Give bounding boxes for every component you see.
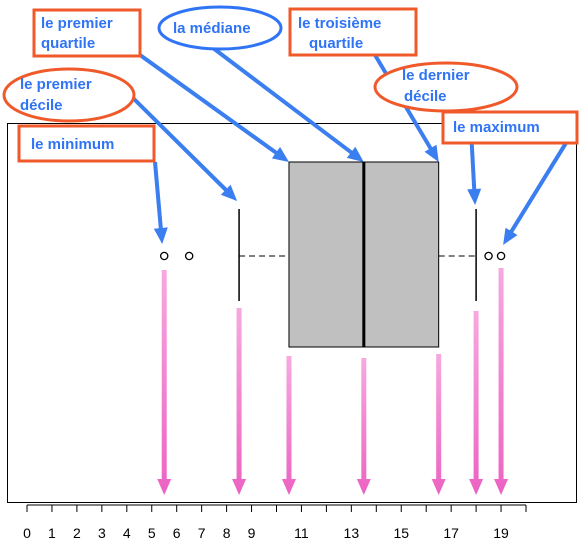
label-line-1: le troisième (298, 15, 381, 32)
blue-arrow (503, 141, 568, 245)
label-line-1: le premier (41, 15, 113, 32)
label-first-decile: le premier décile (2, 67, 136, 123)
label-box (288, 7, 418, 57)
pink-arrow (431, 354, 446, 495)
label-line-1: le maximum (453, 119, 540, 136)
tick-label: 17 (443, 525, 459, 541)
outlier-point (484, 251, 493, 261)
tick-label: 8 (223, 525, 231, 541)
blue-arrow (153, 161, 168, 244)
label-line-2: décile (20, 97, 63, 114)
label-box (17, 124, 156, 163)
label-line-1: le premier (20, 76, 92, 93)
label-line-1: le dernier (402, 67, 470, 84)
tick-label: 7 (198, 525, 206, 541)
pink-arrow (469, 311, 484, 495)
label-maximum: le maximum (441, 110, 579, 145)
plot-frame (7, 123, 577, 503)
tick-label: 6 (173, 525, 181, 541)
label-third-quartile: le troisième quartile (288, 7, 418, 57)
label-line-1: la médiane (173, 20, 251, 37)
label-minimum: le minimum (17, 124, 156, 163)
tick-label: 4 (123, 525, 131, 541)
outlier-point (184, 251, 194, 261)
boxplot (159, 161, 506, 348)
tick-label: 13 (344, 525, 360, 541)
label-line-1: le minimum (31, 136, 114, 153)
label-line-2: quartile (41, 35, 95, 52)
tick-label: 5 (148, 525, 156, 541)
label-first-quartile: le premier quartile (32, 8, 142, 58)
outlier-point (496, 251, 506, 261)
blue-arrow (131, 96, 238, 201)
label-box (441, 110, 579, 145)
pink-arrow (281, 356, 296, 495)
tick-label: 0 (23, 525, 31, 541)
label-line-2: décile (404, 88, 447, 105)
tick-label: 3 (98, 525, 106, 541)
outlier-point (159, 251, 169, 261)
pink-arrow (494, 268, 509, 495)
pink-arrows (157, 268, 509, 495)
tick-label: 15 (393, 525, 409, 541)
pink-arrow (232, 308, 247, 495)
tick-label: 1 (48, 525, 56, 541)
label-line-2: quartile (309, 35, 363, 52)
pink-arrow (356, 358, 371, 495)
pink-arrow (157, 270, 172, 495)
x-axis: 0 1 2 3 4 5 6 7 8 9 11 13 15 17 19 (23, 504, 527, 541)
tick-label: 2 (73, 525, 81, 541)
tick-label: 11 (294, 525, 309, 541)
label-box (32, 8, 142, 58)
tick-label: 9 (248, 525, 256, 541)
label-ellipse (157, 5, 283, 51)
label-ellipse (2, 67, 136, 123)
label-last-decile: le dernier décile (373, 61, 519, 113)
label-median: la médiane (157, 5, 283, 51)
blue-arrow (138, 53, 289, 162)
blue-arrow (211, 46, 364, 162)
tick-label: 19 (493, 525, 509, 541)
